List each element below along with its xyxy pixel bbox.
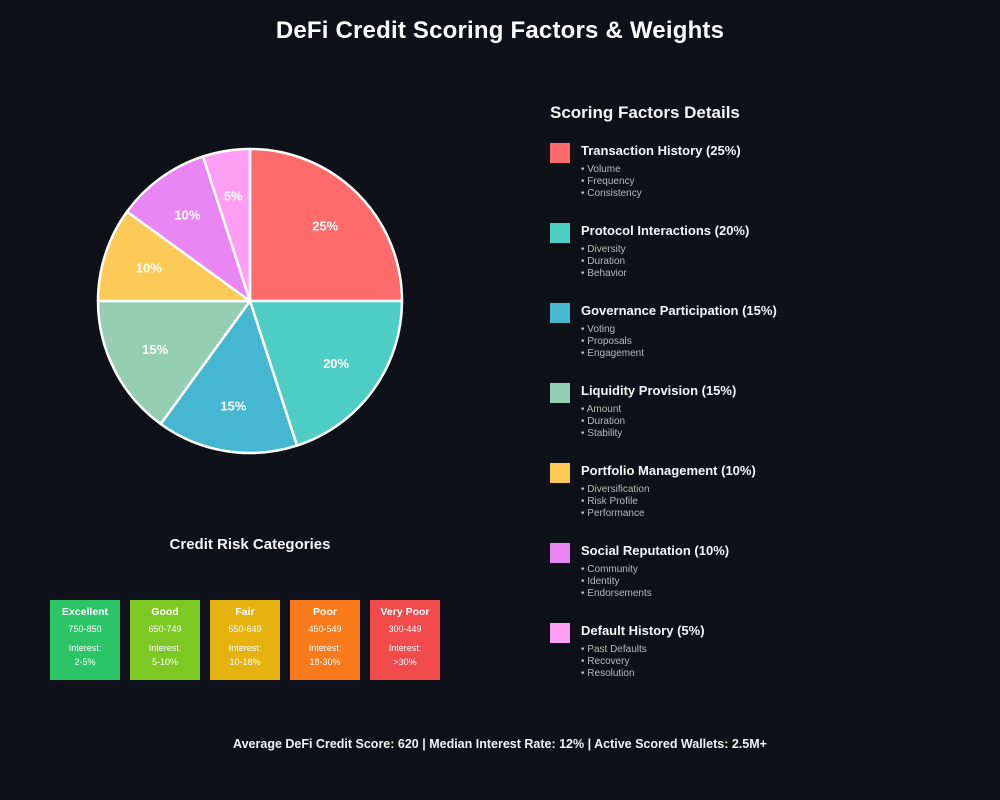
- legend-text-block: Governance Participation (15%) • Voting • …: [581, 302, 970, 360]
- legend-factor-title: Portfolio Management (10%): [581, 463, 756, 478]
- legend-factor-bullet: • Recovery: [581, 656, 630, 667]
- pie-slice-label-transaction-history: 25%: [312, 218, 338, 233]
- footer-stats: Average DeFi Credit Score: 620 | Median …: [233, 737, 767, 751]
- pie-chart-svg: 25% 20% 15% 15% 10% 10% 5%: [96, 147, 404, 455]
- risk-card-label: Excellent: [61, 606, 109, 618]
- pie-slice-label-liquidity-provision: 15%: [142, 342, 168, 357]
- risk-card-score-range: 750-850: [68, 624, 102, 634]
- legend-item-social-reputation-10: Social Reputation (10%) • Community • Iden…: [550, 542, 970, 622]
- scoring-factors-legend: Transaction History (25%) • Volume • Frequ…: [550, 142, 970, 702]
- legend-factor-title: Default History (5%): [581, 623, 705, 638]
- risk-card-label: Good: [151, 606, 179, 618]
- pie-slice-label-portfolio-management: 10%: [136, 261, 162, 276]
- legend-text-block: Portfolio Management (10%) • Diversificat…: [581, 462, 970, 520]
- pie-slice-governance-participation: [159, 299, 299, 455]
- legend-factor-bullet: • Risk Profile: [581, 496, 638, 507]
- legend-item-liquidity-provision-15: Liquidity Provision (15%) • Amount • Durat…: [550, 382, 970, 462]
- legend-item-default-history-5: Default History (5%) • Past Defaults • Rec…: [550, 622, 970, 702]
- risk-card-poor: Poor 450-549 Interest: 18-30%: [290, 600, 360, 680]
- pie-slice-social-reputation: [125, 155, 252, 303]
- legend-swatch: [550, 543, 570, 563]
- legend-swatch: [550, 143, 570, 163]
- pie-slice-label-governance-participation: 15%: [220, 399, 246, 414]
- pie-slice-default-history: [201, 147, 252, 303]
- pie-chart: 25% 20% 15% 15% 10% 10% 5%: [85, 136, 415, 466]
- risk-card-interest-label: Interest:: [388, 643, 422, 653]
- risk-card-interest-label: Interest:: [308, 643, 342, 653]
- legend-item-transaction-history-25: Transaction History (25%) • Volume • Frequ…: [550, 142, 970, 222]
- legend-factor-bullet: • Proposals: [581, 336, 632, 347]
- legend-factor-bullet: • Volume: [581, 164, 621, 175]
- legend-factor-title: Social Reputation (10%): [581, 543, 730, 558]
- pie-slice-portfolio-management: [96, 210, 252, 303]
- pie-slice-label-default-history: 5%: [224, 188, 243, 203]
- legend-factor-bullet: • Performance: [581, 508, 645, 519]
- legend-factor-bullet: • Identity: [581, 576, 620, 587]
- legend-factor-bullet: • Amount: [581, 404, 622, 415]
- pie-slice-label-social-reputation: 10%: [174, 207, 200, 222]
- legend-factor-bullet: • Past Defaults: [581, 644, 647, 655]
- legend-text-block: Transaction History (25%) • Volume • Frequ…: [581, 142, 970, 200]
- legend-factor-bullet: • Community: [581, 564, 638, 575]
- risk-card-interest-value: 5-10%: [151, 657, 178, 667]
- risk-card-score-range: 300-449: [388, 624, 422, 634]
- risk-card-interest-value: 10-18%: [229, 657, 261, 667]
- legend-factor-title: Protocol Interactions (20%): [581, 223, 750, 238]
- legend-factor-title: Transaction History (25%): [581, 143, 741, 158]
- legend-swatch: [550, 303, 570, 323]
- details-panel-heading: Scoring Factors Details: [550, 103, 740, 122]
- risk-card-interest-label: Interest:: [68, 643, 102, 653]
- risk-categories-heading: Credit Risk Categories: [169, 536, 331, 553]
- legend-factor-bullet: • Duration: [581, 416, 626, 427]
- page-title: DeFi Credit Scoring Factors & Weights: [275, 17, 725, 44]
- risk-card-very-poor: Very Poor 300-449 Interest: >30%: [370, 600, 440, 680]
- legend-factor-bullet: • Diversity: [581, 244, 626, 255]
- legend-factor-bullet: • Frequency: [581, 176, 635, 187]
- risk-card-score-range: 650-749: [148, 624, 182, 634]
- legend-swatch: [550, 623, 570, 643]
- legend-item-protocol-interactions-20: Protocol Interactions (20%) • Diversity • …: [550, 222, 970, 302]
- legend-text-block: Liquidity Provision (15%) • Amount • Durat…: [581, 382, 970, 440]
- pie-slice-liquidity-provision: [96, 299, 252, 426]
- legend-factor-bullet: • Endorsements: [581, 588, 652, 599]
- risk-card-interest-value: 2-5%: [74, 657, 96, 667]
- risk-card-fair: Fair 550-649 Interest: 10-18%: [210, 600, 280, 680]
- legend-swatch: [550, 463, 570, 483]
- legend-item-portfolio-management-10: Portfolio Management (10%) • Diversificat…: [550, 462, 970, 542]
- risk-card-good: Good 650-749 Interest: 5-10%: [130, 600, 200, 680]
- risk-card-label: Fair: [235, 606, 255, 618]
- risk-card-score-range: 450-549: [308, 624, 342, 634]
- legend-factor-bullet: • Behavior: [581, 268, 627, 279]
- legend-factor-bullet: • Duration: [581, 256, 626, 267]
- pie-slice-protocol-interactions: [248, 299, 404, 447]
- pie-slice-label-protocol-interactions: 20%: [323, 356, 349, 371]
- legend-item-governance-participation-15: Governance Participation (15%) • Voting • …: [550, 302, 970, 382]
- risk-card-label: Poor: [313, 606, 337, 618]
- legend-text-block: Social Reputation (10%) • Community • Iden…: [581, 542, 970, 600]
- risk-card-interest-label: Interest:: [148, 643, 182, 653]
- legend-factor-bullet: • Diversification: [581, 484, 650, 495]
- risk-card-excellent: Excellent 750-850 Interest: 2-5%: [50, 600, 120, 680]
- pie-slice-transaction-history: [248, 147, 404, 303]
- legend-factor-title: Liquidity Provision (15%): [581, 383, 737, 398]
- legend-text-block: Protocol Interactions (20%) • Diversity • …: [581, 222, 970, 280]
- risk-card-label: Very Poor: [380, 606, 430, 618]
- legend-text-block: Default History (5%) • Past Defaults • Rec…: [581, 622, 970, 680]
- legend-swatch: [550, 383, 570, 403]
- risk-card-interest-label: Interest:: [228, 643, 262, 653]
- risk-card-interest-value: 18-30%: [309, 657, 341, 667]
- legend-factor-bullet: • Consistency: [581, 188, 642, 199]
- legend-factor-bullet: • Stability: [581, 428, 623, 439]
- risk-card-score-range: 550-649: [228, 624, 262, 634]
- risk-card-interest-value: >30%: [393, 657, 417, 667]
- risk-category-cards: Excellent 750-850 Interest: 2-5% Good 650-749…: [50, 600, 440, 680]
- legend-factor-bullet: • Engagement: [581, 348, 644, 359]
- legend-factor-bullet: • Resolution: [581, 668, 635, 679]
- legend-factor-title: Governance Participation (15%): [581, 303, 777, 318]
- legend-swatch: [550, 223, 570, 243]
- legend-factor-bullet: • Voting: [581, 324, 616, 335]
